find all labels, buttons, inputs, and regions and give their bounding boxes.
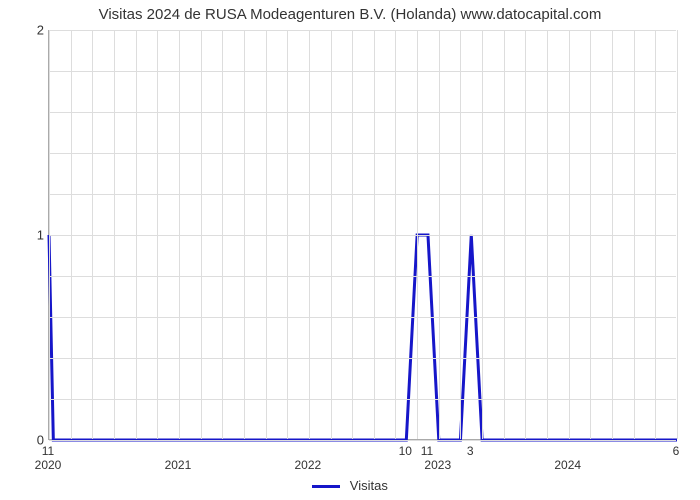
gridline-v (114, 30, 115, 439)
gridline-h (49, 276, 676, 277)
gridline-h (49, 399, 676, 400)
y-tick-label: 0 (4, 433, 44, 448)
x-data-label: 6 (673, 444, 680, 458)
gridline-v (309, 30, 310, 439)
gridline-v (634, 30, 635, 439)
gridline-h (49, 71, 676, 72)
gridline-v (482, 30, 483, 439)
gridline-v (331, 30, 332, 439)
legend-swatch (312, 485, 340, 488)
x-year-label: 2021 (165, 458, 192, 472)
chart-title: Visitas 2024 de RUSA Modeagenturen B.V. … (0, 6, 700, 23)
gridline-v (525, 30, 526, 439)
gridline-v (677, 30, 678, 439)
gridline-v (504, 30, 505, 439)
series-line (49, 235, 677, 440)
gridline-v (352, 30, 353, 439)
gridline-h (49, 440, 676, 441)
x-year-label: 2022 (295, 458, 322, 472)
y-tick-label: 1 (4, 228, 44, 243)
gridline-h (49, 235, 676, 236)
gridline-h (49, 194, 676, 195)
legend-label: Visitas (350, 478, 388, 493)
gridline-v (590, 30, 591, 439)
gridline-v (157, 30, 158, 439)
gridline-v (569, 30, 570, 439)
x-data-label: 11 (421, 444, 433, 458)
gridline-v (655, 30, 656, 439)
gridline-v (136, 30, 137, 439)
gridline-v (417, 30, 418, 439)
gridline-v (266, 30, 267, 439)
gridline-h (49, 30, 676, 31)
x-year-label: 2024 (554, 458, 581, 472)
y-tick-label: 2 (4, 23, 44, 38)
gridline-v (547, 30, 548, 439)
gridline-v (71, 30, 72, 439)
plot-area (48, 30, 676, 440)
gridline-v (201, 30, 202, 439)
gridline-v (287, 30, 288, 439)
gridline-v (244, 30, 245, 439)
gridline-v (395, 30, 396, 439)
gridline-v (49, 30, 50, 439)
gridline-v (179, 30, 180, 439)
chart-container: Visitas 2024 de RUSA Modeagenturen B.V. … (0, 0, 700, 500)
gridline-h (49, 153, 676, 154)
gridline-h (49, 317, 676, 318)
x-year-label: 2020 (35, 458, 62, 472)
gridline-v (439, 30, 440, 439)
gridline-v (460, 30, 461, 439)
gridline-v (92, 30, 93, 439)
legend: Visitas (0, 478, 700, 493)
gridline-h (49, 112, 676, 113)
x-data-label: 3 (467, 444, 474, 458)
gridline-v (222, 30, 223, 439)
gridline-v (612, 30, 613, 439)
gridline-v (374, 30, 375, 439)
x-data-label: 11 (42, 444, 54, 458)
gridline-h (49, 358, 676, 359)
x-year-label: 2023 (424, 458, 451, 472)
x-data-label: 10 (399, 444, 412, 458)
